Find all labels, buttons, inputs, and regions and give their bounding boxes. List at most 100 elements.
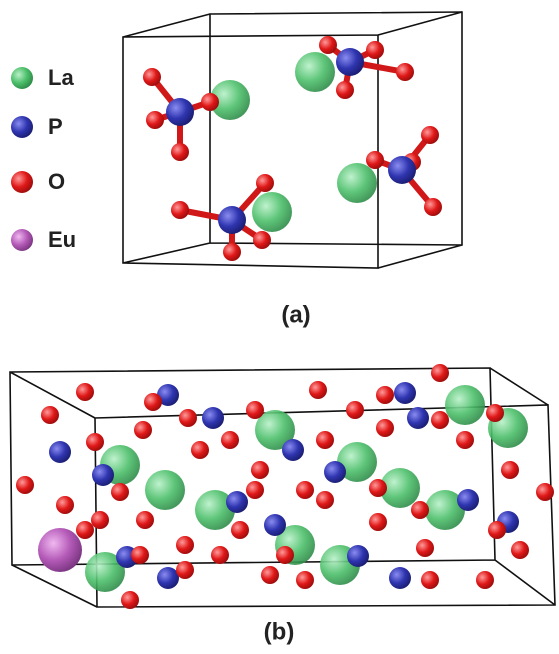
la-atom xyxy=(85,552,125,592)
o-atom xyxy=(424,198,442,216)
p-atom xyxy=(394,382,416,404)
o-atom xyxy=(511,541,529,559)
p-atom xyxy=(157,567,179,589)
legend-swatch xyxy=(11,67,33,89)
la-atom xyxy=(425,490,465,530)
la-atom xyxy=(255,410,295,450)
la-atom xyxy=(295,52,335,92)
o-atom xyxy=(253,231,271,249)
o-atom xyxy=(121,591,139,609)
o-atom xyxy=(261,566,279,584)
o-atom xyxy=(171,201,189,219)
o-atom xyxy=(231,521,249,539)
o-atom xyxy=(144,393,162,411)
o-atom xyxy=(176,561,194,579)
o-atom xyxy=(536,483,554,501)
o-atom xyxy=(146,111,164,129)
p-atom xyxy=(407,407,429,429)
la-atom xyxy=(252,192,292,232)
o-atom xyxy=(319,36,337,54)
o-atom xyxy=(223,243,241,261)
o-atom xyxy=(201,93,219,111)
o-atom xyxy=(309,381,327,399)
caption: (a) xyxy=(281,301,310,328)
la-atom xyxy=(145,470,185,510)
o-atom xyxy=(316,491,334,509)
o-atom xyxy=(131,546,149,564)
legend: La P O Eu xyxy=(11,65,76,252)
o-atom xyxy=(136,511,154,529)
o-atom xyxy=(366,151,384,169)
caption: (b) xyxy=(264,618,295,645)
o-atom xyxy=(143,68,161,86)
legend-swatch xyxy=(11,171,33,193)
p-atom xyxy=(388,156,416,184)
o-atom xyxy=(346,401,364,419)
o-atom xyxy=(488,521,506,539)
o-atom xyxy=(56,496,74,514)
legend-swatch xyxy=(11,116,33,138)
o-atom xyxy=(134,421,152,439)
o-atom xyxy=(456,431,474,449)
o-atom xyxy=(316,431,334,449)
p-atom xyxy=(389,567,411,589)
cell-edge xyxy=(122,11,463,269)
p-atom xyxy=(226,491,248,513)
la-atom xyxy=(337,163,377,203)
o-atom xyxy=(296,481,314,499)
p-atom xyxy=(49,441,71,463)
o-atom xyxy=(246,401,264,419)
o-atom xyxy=(111,483,129,501)
p-atom xyxy=(282,439,304,461)
o-atom xyxy=(416,539,434,557)
o-atom xyxy=(476,571,494,589)
p-atom xyxy=(457,489,479,511)
o-atom xyxy=(41,406,59,424)
cell-edge xyxy=(9,367,556,608)
o-atom xyxy=(276,546,294,564)
la-atom xyxy=(195,490,235,530)
legend-label: P xyxy=(48,114,63,139)
p-atom xyxy=(202,407,224,429)
o-atom xyxy=(369,479,387,497)
o-atom xyxy=(91,511,109,529)
o-atom xyxy=(86,433,104,451)
p-atom xyxy=(347,545,369,567)
o-atom xyxy=(431,364,449,382)
o-atom xyxy=(221,431,239,449)
p-atom xyxy=(264,514,286,536)
o-atom xyxy=(171,143,189,161)
o-atom xyxy=(411,501,429,519)
o-atom xyxy=(251,461,269,479)
panel-b xyxy=(9,364,556,609)
panel-a xyxy=(122,11,463,269)
p-atom xyxy=(157,384,179,406)
p-atom xyxy=(92,464,114,486)
eu-atom xyxy=(38,528,82,572)
o-atom xyxy=(396,63,414,81)
p-atom xyxy=(166,98,194,126)
o-atom xyxy=(431,411,449,429)
o-atom xyxy=(486,404,504,422)
p-atom xyxy=(336,48,364,76)
o-atom xyxy=(501,461,519,479)
o-atom xyxy=(421,126,439,144)
o-atom xyxy=(211,546,229,564)
p-atom xyxy=(218,206,246,234)
o-atom xyxy=(179,409,197,427)
o-atom xyxy=(256,174,274,192)
la-atom xyxy=(337,442,377,482)
p-atom xyxy=(324,461,346,483)
o-atom xyxy=(176,536,194,554)
o-atom xyxy=(191,441,209,459)
o-atom xyxy=(296,571,314,589)
o-atom xyxy=(16,476,34,494)
o-atom xyxy=(369,513,387,531)
legend-label: Eu xyxy=(48,227,76,252)
la-atom xyxy=(380,468,420,508)
o-atom xyxy=(376,419,394,437)
o-atom xyxy=(421,571,439,589)
la-atom xyxy=(210,80,250,120)
legend-label: O xyxy=(48,169,65,194)
o-atom xyxy=(76,383,94,401)
